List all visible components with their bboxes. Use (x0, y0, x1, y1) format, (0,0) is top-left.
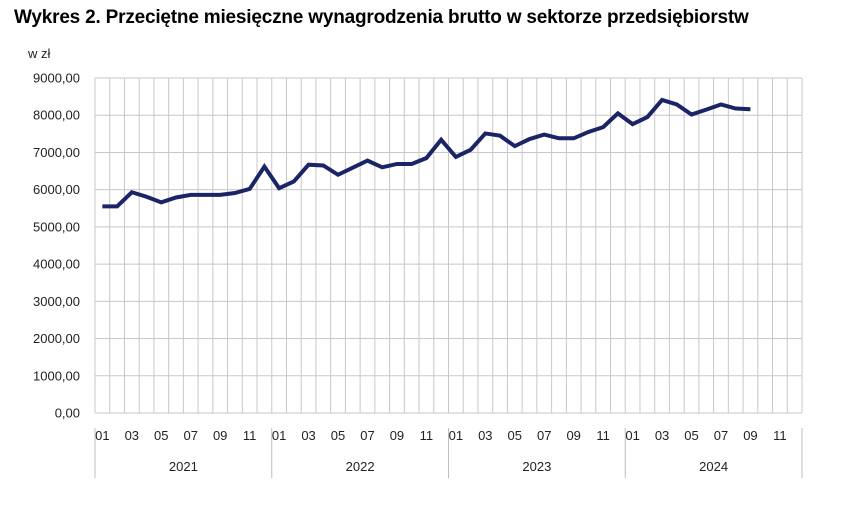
x-month-label: 07 (184, 428, 198, 443)
y-tick-label: 2000,00 (33, 331, 80, 346)
x-month-label: 09 (743, 428, 757, 443)
x-month-label: 11 (596, 428, 610, 443)
y-tick-label: 1000,00 (33, 368, 80, 383)
x-month-label: 07 (714, 428, 728, 443)
x-year-label: 2024 (699, 459, 728, 474)
y-tick-label: 3000,00 (33, 294, 80, 309)
x-year-label: 2023 (522, 459, 551, 474)
x-month-label: 09 (390, 428, 404, 443)
x-month-label: 01 (449, 428, 463, 443)
x-month-label: 11 (420, 428, 434, 443)
y-tick-label: 8000,00 (33, 108, 80, 123)
x-month-label: 03 (655, 428, 669, 443)
x-year-label: 2022 (346, 459, 375, 474)
y-tick-label: 6000,00 (33, 182, 80, 197)
series-line (102, 97, 751, 209)
x-month-label: 05 (684, 428, 698, 443)
x-month-label: 01 (95, 428, 109, 443)
x-month-label: 03 (478, 428, 492, 443)
x-month-label: 05 (331, 428, 345, 443)
x-month-label: 05 (154, 428, 168, 443)
y-tick-label: 0,00 (55, 406, 80, 421)
x-month-label: 11 (243, 428, 257, 443)
x-month-label: 05 (508, 428, 522, 443)
y-tick-label: 4000,00 (33, 257, 80, 272)
chart-title: Wykres 2. Przeciętne miesięczne wynagrod… (14, 7, 749, 28)
y-tick-label: 9000,00 (33, 71, 80, 86)
x-month-label: 01 (625, 428, 639, 443)
x-month-label: 07 (360, 428, 374, 443)
x-month-label: 03 (301, 428, 315, 443)
x-month-label: 01 (272, 428, 286, 443)
y-tick-label: 5000,00 (33, 219, 80, 234)
x-month-label: 09 (213, 428, 227, 443)
y-axis-unit-label: w zł (28, 46, 51, 61)
x-year-label: 2021 (169, 459, 198, 474)
y-tick-label: 7000,00 (33, 145, 80, 160)
x-month-label: 11 (773, 428, 787, 443)
x-month-label: 09 (566, 428, 580, 443)
x-month-label: 07 (537, 428, 551, 443)
x-month-label: 03 (125, 428, 139, 443)
